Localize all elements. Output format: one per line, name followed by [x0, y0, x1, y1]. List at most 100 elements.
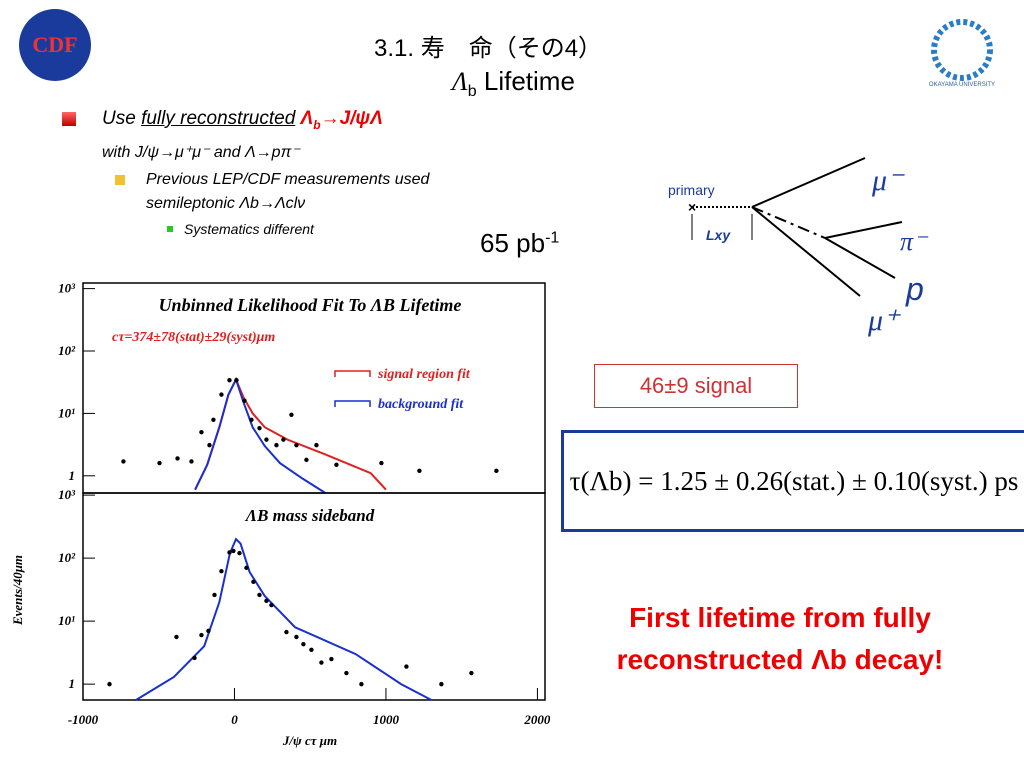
diagram-label: π⁻	[900, 227, 929, 256]
data-point	[304, 457, 309, 463]
annotation: cτ=374±78(stat)±29(syst)μm	[112, 330, 275, 345]
logo-left-text: CDF	[32, 32, 77, 57]
track	[751, 206, 861, 297]
plot-frame	[82, 492, 546, 701]
x-tick-label: 0	[231, 712, 238, 727]
formula-box: τ(Λb) = 1.25 ± 0.26(stat.) ± 0.10(syst.)…	[561, 430, 1024, 532]
fit-curve	[194, 376, 326, 494]
data-point	[207, 442, 212, 448]
text: -1	[545, 229, 560, 247]
data-point	[344, 670, 349, 676]
data-point	[309, 647, 314, 653]
data-point	[206, 628, 211, 634]
data-point	[257, 592, 262, 598]
data-point	[212, 592, 217, 598]
data-point	[404, 664, 409, 669]
y-tick-label: 1	[69, 468, 76, 483]
plot-title: Unbinned Likelihood Fit To ΛB Lifetime	[159, 295, 462, 315]
data-point	[227, 378, 232, 383]
data-point	[284, 629, 289, 635]
signal-box: 46±9 signal	[594, 364, 798, 408]
data-point	[379, 460, 384, 466]
diagram-label: μ⁺	[867, 304, 901, 337]
bullet-1-line2: with J/ψ→μ⁺μ⁻ and Λ→pπ⁻	[102, 144, 300, 161]
slide-title: 3.1. 寿 命（その4）	[374, 35, 603, 62]
data-point	[211, 417, 216, 422]
data-point	[469, 670, 474, 676]
diagram-label: primary	[668, 182, 715, 198]
data-point	[251, 579, 256, 585]
fit-curve	[135, 537, 432, 701]
text: Λb→J/ψΛ	[300, 108, 383, 132]
text: Λ	[300, 108, 314, 129]
text: 65 pb	[480, 228, 546, 258]
data-point	[242, 398, 247, 403]
data-point	[237, 550, 242, 556]
data-point	[257, 425, 262, 431]
data-point	[494, 468, 499, 474]
conclusion: First lifetime from fully	[629, 602, 931, 633]
data-point	[249, 417, 254, 422]
data-point	[289, 412, 294, 417]
data-point	[264, 598, 269, 604]
text: b	[313, 117, 321, 132]
subtitle-sub: b	[467, 83, 477, 101]
data-point	[121, 459, 126, 464]
y-tick-label: 10³	[58, 281, 76, 296]
bullet-3: Systematics different	[184, 221, 314, 237]
y-tick-label: 10²	[58, 343, 76, 358]
data-point	[294, 634, 299, 640]
bullet-1: Use fully reconstructed Λb→J/ψΛ	[102, 108, 383, 132]
diagram-label: μ⁻	[871, 164, 905, 197]
data-point	[227, 550, 232, 555]
data-point	[439, 681, 444, 687]
data-point	[301, 642, 306, 647]
data-point	[157, 460, 162, 466]
data-point	[199, 429, 204, 435]
data-point	[199, 632, 204, 638]
x-tick-label: -1000	[68, 712, 99, 727]
legend-label: signal region fit	[377, 367, 471, 382]
slide-subtitle: Λb Lifetime	[452, 66, 575, 101]
data-point	[107, 681, 112, 687]
x-axis-label: J/ψ cτ μm	[282, 733, 337, 748]
bullet-icon	[115, 175, 125, 185]
data-point	[274, 442, 279, 448]
logo-right-text: OKAYAMA UNIVERSITY	[929, 82, 995, 88]
data-point	[231, 548, 236, 554]
legend-swatch	[334, 370, 371, 377]
track	[824, 221, 903, 239]
track	[824, 237, 896, 279]
data-point	[219, 568, 224, 574]
legend-label: background fit	[378, 397, 464, 412]
y-tick-label: 1	[69, 676, 76, 691]
conclusion: reconstructed Λb decay!	[616, 644, 944, 675]
data-point	[174, 634, 179, 640]
data-point	[314, 442, 319, 448]
x-tick-label: 2000	[523, 712, 551, 727]
data-point	[334, 462, 339, 468]
data-point	[189, 459, 194, 464]
track	[751, 206, 826, 239]
diagram-label: Lxy	[706, 227, 731, 243]
subtitle-symbol: Λ	[452, 67, 468, 96]
data-point	[244, 565, 249, 571]
primary-vertex: ×	[688, 199, 696, 215]
luminosity: 65 pb-1	[480, 228, 559, 259]
bullet-icon	[167, 226, 173, 232]
data-point	[175, 456, 180, 461]
subtitle-text: Lifetime	[483, 66, 575, 96]
data-point	[269, 602, 274, 608]
plot-title: ΛB mass sideband	[245, 506, 375, 525]
data-point	[417, 468, 422, 474]
data-point	[234, 378, 239, 383]
track	[751, 157, 866, 208]
data-point	[319, 660, 324, 665]
y-tick-label: 10¹	[58, 613, 75, 628]
data-point	[294, 442, 299, 448]
logo-left	[19, 9, 91, 81]
y-tick-label: 10³	[58, 487, 76, 502]
x-tick-label: 1000	[373, 712, 400, 727]
